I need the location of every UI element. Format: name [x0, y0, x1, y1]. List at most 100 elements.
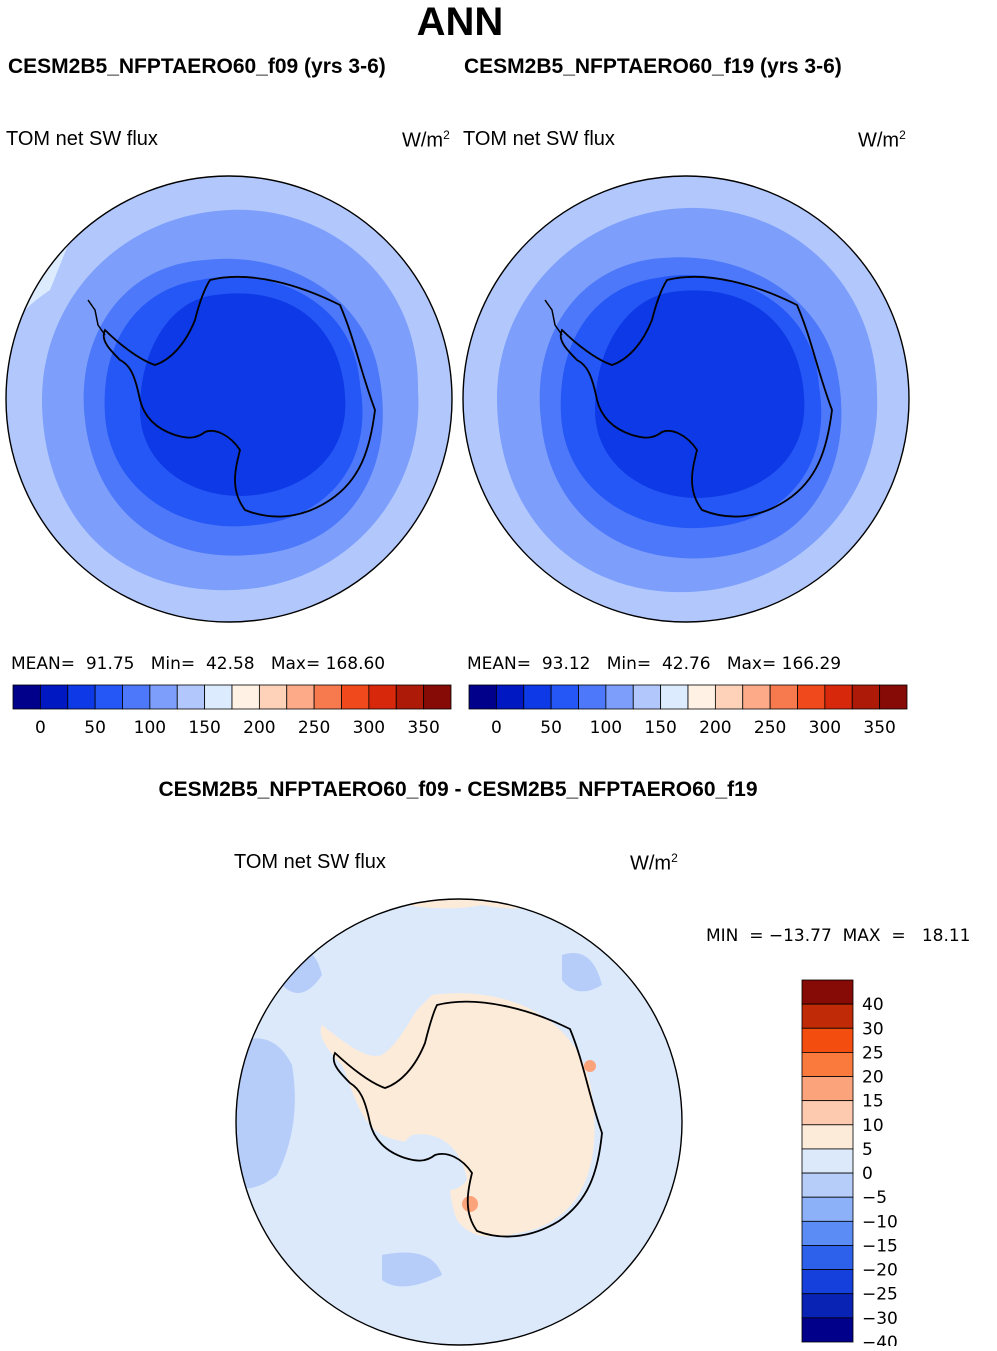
colorbar-2-swatch-11: [769, 684, 798, 710]
peninsula-coastline: [87, 299, 106, 336]
panel-1-variable: TOM net SW flux: [6, 128, 158, 150]
colorbar-2-swatch-2: [523, 684, 552, 710]
panel-1-colorbar: 0 50 100 150 200 250 300 350: [12, 684, 452, 738]
diff-colorbar-label-13: −30: [862, 1309, 898, 1329]
colorbar-2-label-5: 250: [754, 718, 786, 738]
colorbar-2-label-7: 350: [863, 718, 895, 738]
positive-patch-north: [362, 899, 562, 909]
peninsula-coastline: [544, 299, 563, 336]
panel-1-stats: MEAN= 91.75 Min= 42.58 Max= 168.60: [11, 654, 386, 674]
colorbar-1-swatch-3: [94, 684, 123, 710]
colorbar-2-swatch-5: [605, 684, 634, 710]
difference-title: CESM2B5_NFPTAERO60_f09 - CESM2B5_NFPTAER…: [158, 778, 758, 801]
diff-colorbar-label-11: −20: [862, 1261, 898, 1281]
diff-colorbar-swatch-1: [801, 1003, 854, 1029]
colorbar-2-swatch-15: [879, 684, 908, 710]
colorbar-1-swatch-13: [368, 684, 397, 710]
colorbar-1-swatch-6: [176, 684, 206, 710]
colorbar-1-swatch-10: [286, 684, 315, 710]
colorbar-2-label-6: 300: [809, 718, 841, 738]
colorbar-2-swatch-6: [632, 684, 662, 710]
colorbar-1-label-0: 0: [35, 718, 46, 738]
colorbar-1-swatch-14: [395, 684, 425, 710]
colorbar-1-label-3: 150: [188, 718, 220, 738]
antarctica-coastline: [332, 1000, 603, 1238]
colorbar-1-swatch-8: [231, 684, 260, 710]
colorbar-1-swatch-2: [67, 684, 96, 710]
map-border: [462, 175, 910, 623]
colorbar-2-label-4: 200: [699, 718, 731, 738]
continent-interior: [140, 293, 346, 496]
diff-colorbar-label-6: 5: [862, 1140, 873, 1160]
difference-stats: MIN = −13.77 MAX = 18.11: [706, 926, 971, 946]
diff-colorbar-label-0: 40: [862, 995, 884, 1015]
antarctica-coastline: [559, 275, 833, 518]
diff-colorbar-label-7: 0: [862, 1164, 873, 1184]
colorbar-2-swatch-12: [797, 684, 826, 710]
positive-hotspot-2: [584, 1060, 596, 1072]
diff-colorbar-label-1: 30: [862, 1019, 884, 1039]
diff-colorbar-swatch-10: [801, 1220, 854, 1246]
colorbar-2-swatch-8: [687, 684, 716, 710]
colorbar-2-swatch-14: [851, 684, 881, 710]
colorbar-1-swatch-1: [39, 684, 69, 710]
diff-colorbar-swatch-8: [801, 1172, 854, 1198]
diff-colorbar-swatch-7: [801, 1148, 854, 1174]
diff-colorbar-swatch-12: [801, 1269, 854, 1295]
colorbar-1-swatch-7: [204, 684, 233, 710]
diff-colorbar-swatch-9: [801, 1196, 854, 1222]
difference-variable: TOM net SW flux: [234, 851, 386, 873]
colorbar-1-label-4: 200: [243, 718, 275, 738]
panel-1-title: CESM2B5_NFPTAERO60_f09 (yrs 3-6): [8, 55, 386, 78]
diff-colorbar-swatch-4: [801, 1076, 854, 1102]
diff-colorbar-label-14: −40: [862, 1333, 898, 1346]
diff-colorbar-label-12: −25: [862, 1285, 898, 1305]
diff-colorbar-swatch-2: [801, 1027, 854, 1053]
colorbar-1-swatch-15: [423, 684, 452, 710]
colorbar-2-swatch-1: [495, 684, 525, 710]
diff-colorbar-swatch-14: [801, 1317, 854, 1343]
continent-interior: [595, 290, 805, 498]
panel-1-polar-map: [5, 175, 453, 623]
diff-colorbar-swatch-5: [801, 1100, 854, 1126]
panel-2-title: CESM2B5_NFPTAERO60_f19 (yrs 3-6): [464, 55, 842, 78]
map-border: [235, 898, 683, 1346]
colorbar-1-label-5: 250: [298, 718, 330, 738]
colorbar-2-label-3: 150: [644, 718, 676, 738]
diff-colorbar-label-3: 20: [862, 1068, 884, 1088]
diff-colorbar-label-2: 25: [862, 1043, 884, 1063]
colorbar-2-label-2: 100: [590, 718, 622, 738]
colorbar-2-swatch-7: [660, 684, 689, 710]
diff-colorbar-label-9: −10: [862, 1212, 898, 1232]
negative-patch-northeast: [562, 953, 602, 992]
panel-2-variable: TOM net SW flux: [463, 128, 615, 150]
colorbar-2-swatch-13: [824, 684, 853, 710]
panel-2-colorbar: 0 50 100 150 200 250 300 350: [468, 684, 908, 738]
colorbar-2-label-0: 0: [491, 718, 502, 738]
panel-1-units: W/m2: [402, 128, 450, 152]
colorbar-1-swatch-0: [12, 684, 41, 710]
colorbar-2-label-1: 50: [540, 718, 562, 738]
continent-difference: [320, 993, 595, 1237]
main-title: ANN: [416, 0, 504, 44]
colorbar-1-label-7: 350: [407, 718, 439, 738]
colorbar-1-swatch-4: [122, 684, 151, 710]
diff-colorbar-label-4: 15: [862, 1092, 884, 1112]
diff-colorbar-swatch-11: [801, 1245, 854, 1271]
antarctica-coastline: [102, 275, 376, 518]
panel-2-stats: MEAN= 93.12 Min= 42.76 Max= 166.29: [467, 654, 842, 674]
colorbar-1-label-1: 50: [84, 718, 106, 738]
diff-colorbar-label-5: 10: [862, 1116, 884, 1136]
difference-units: W/m2: [630, 851, 678, 875]
diff-colorbar-swatch-13: [801, 1293, 854, 1319]
panel-2-units: W/m2: [858, 128, 906, 152]
panel-2-polar-map: [462, 175, 910, 623]
map-border: [5, 175, 453, 623]
colorbar-1-swatch-11: [313, 684, 342, 710]
positive-hotspot-1: [462, 1196, 478, 1212]
diff-colorbar-swatch-6: [801, 1124, 854, 1150]
colorbar-2-swatch-3: [550, 684, 579, 710]
difference-colorbar: 40 30 25 20 15 10 5 0 −5 −10 −15 −20 −25 −30 −40: [801, 979, 898, 1346]
colorbar-1-swatch-9: [258, 684, 288, 710]
colorbar-1-swatch-5: [149, 684, 178, 710]
